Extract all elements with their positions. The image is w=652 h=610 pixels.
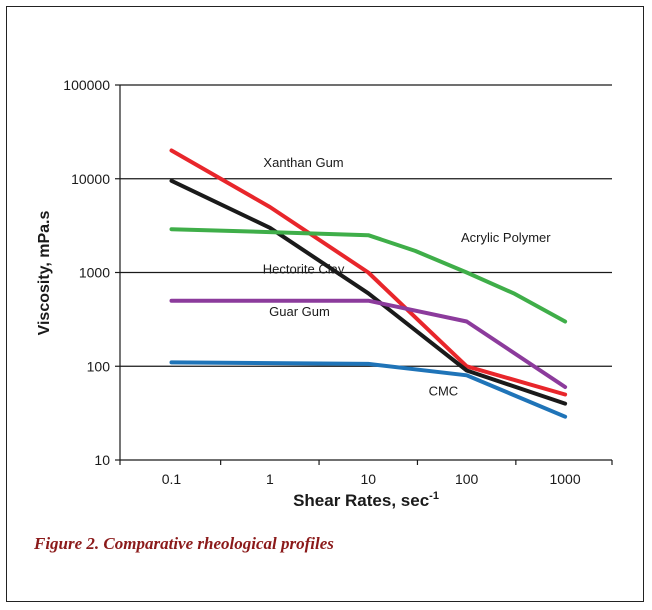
x-tick-label: 1: [266, 471, 274, 487]
x-axis-label-text: Shear Rates, sec: [293, 491, 429, 510]
y-tick-label: 1000: [79, 265, 110, 281]
x-tick-label: 10: [360, 471, 376, 487]
x-axis-label: Shear Rates, sec-1: [293, 490, 439, 510]
annotation-xanthan-gum: Xanthan Gum: [263, 155, 343, 170]
annotation-guar-gum: Guar Gum: [269, 304, 330, 319]
tick-labels: 10 100 1000 10000 100000 0.1 1 10 100 1000: [63, 77, 581, 487]
annotation-cmc: CMC: [429, 384, 459, 399]
annotation-hectorite-clay: Hectorite Clay: [263, 262, 345, 277]
y-axis-label: Viscosity, mPa.s: [36, 210, 53, 335]
x-tick-label: 100: [455, 471, 479, 487]
series-line-xanthan-gum: [169, 148, 568, 397]
x-axis-label-superscript: -1: [429, 490, 439, 502]
series-line-acrylic-polymer: [169, 227, 568, 324]
series-lines: [169, 148, 568, 419]
annotation-acrylic-polymer: Acrylic Polymer: [461, 230, 551, 245]
series-line-cmc: [169, 360, 568, 419]
figure-caption: Figure 2. Comparative rheological profil…: [34, 534, 334, 553]
x-tick-label: 1000: [549, 471, 580, 487]
series-annotations: Xanthan Gum Acrylic Polymer Hectorite Clay…: [263, 155, 552, 398]
y-tick-label: 100: [87, 358, 111, 374]
series-line-hectorite-clay: [169, 178, 568, 406]
axes: [115, 84, 613, 465]
grid-lines: [120, 84, 612, 367]
y-tick-label: 10000: [71, 171, 110, 187]
series-line-guar-gum: [169, 298, 568, 389]
y-tick-label: 100000: [63, 77, 110, 93]
x-tick-label: 0.1: [162, 471, 182, 487]
y-tick-label: 10: [94, 452, 110, 468]
figure-frame: [6, 6, 644, 602]
